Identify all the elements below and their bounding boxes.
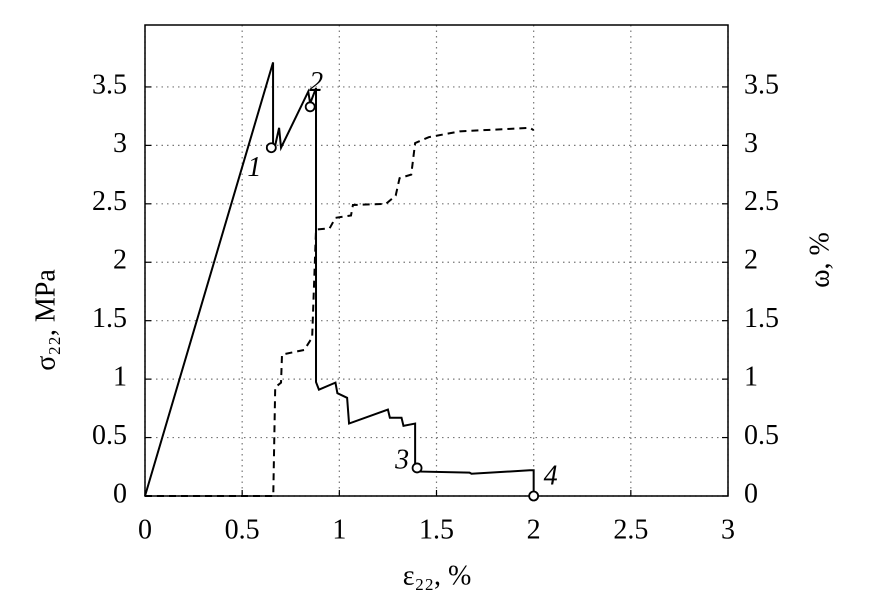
- annotation-marker: [411, 462, 423, 474]
- y-axis-label: σ₂₂, MPa: [30, 269, 61, 371]
- y2-axis-label: ω, %: [804, 232, 835, 288]
- y2-tick-label: 0.5: [744, 420, 779, 451]
- y-tick-label: 2: [113, 245, 127, 276]
- x-tick-label: 1.5: [419, 514, 454, 545]
- y-tick-label: 3.5: [92, 69, 127, 100]
- y2-tick-label: 1: [744, 362, 758, 393]
- y2-tick-label: 2.5: [744, 186, 779, 217]
- y2-tick-label: 2: [744, 245, 758, 276]
- x-tick-label: 1: [332, 514, 346, 545]
- annotation-marker: [528, 490, 540, 502]
- series-line: [145, 126, 535, 497]
- x-tick-label: 0: [138, 514, 152, 545]
- annotation-label: 3: [394, 444, 409, 475]
- x-tick-label: 2: [527, 514, 541, 545]
- annotation-label: 4: [544, 460, 558, 491]
- y2-tick-label: 1.5: [744, 303, 779, 334]
- y2-tick-label: 0: [744, 478, 758, 509]
- y-tick-label: 3: [113, 128, 127, 159]
- y-tick-label: 1.5: [92, 303, 127, 334]
- annotation-marker: [265, 142, 277, 154]
- series-line: [144, 62, 535, 497]
- annotation-label: 2: [309, 67, 323, 98]
- y-tick-label: 1: [113, 362, 127, 393]
- annotation-label: 1: [247, 152, 261, 183]
- y2-tick-label: 3.5: [744, 69, 779, 100]
- x-tick-label: 2.5: [613, 514, 648, 545]
- y2-tick-label: 3: [744, 128, 758, 159]
- y-tick-label: 0: [113, 478, 127, 509]
- x-tick-label: 3: [721, 514, 735, 545]
- y-tick-label: 0.5: [92, 420, 127, 451]
- plot-frame: [144, 24, 729, 497]
- x-tick-label: 0.5: [225, 514, 260, 545]
- y-tick-label: 2.5: [92, 186, 127, 217]
- annotation-marker: [304, 101, 316, 113]
- x-axis-label: ε₂₂, %: [403, 560, 472, 591]
